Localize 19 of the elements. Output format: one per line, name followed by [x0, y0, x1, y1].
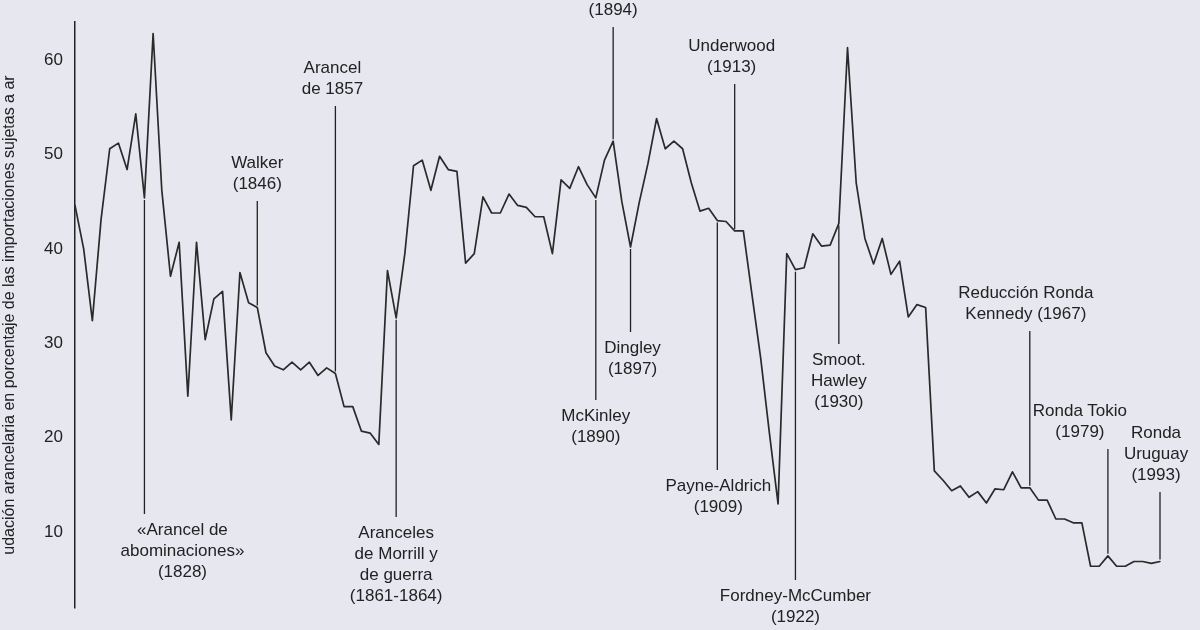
- annotation: «Arancel de abominaciones» (1828): [120, 520, 245, 582]
- annotation: Reducción Ronda Kennedy (1967): [958, 283, 1094, 324]
- y-axis-title: udación arancelaria en porcentaje de las importaciones sujetas a ar: [0, 74, 18, 555]
- y-tick-label: 40: [44, 238, 63, 258]
- y-tick-label: 20: [44, 427, 63, 447]
- y-tick-label: 30: [44, 333, 63, 353]
- annotation: McKinley (1890): [561, 406, 631, 447]
- text: (1894): [588, 0, 638, 20]
- annotation: Smoot. Hawley (1930): [810, 350, 868, 412]
- annotation: Payne-Aldrich (1909): [665, 476, 772, 517]
- annotation: Arancel de 1857: [301, 58, 364, 99]
- annotation: Dingley (1897): [604, 338, 662, 379]
- y-tick-label: 50: [44, 144, 63, 164]
- annotation: Underwood (1913): [688, 36, 776, 77]
- annotation: Fordney-McCumber (1922): [719, 586, 872, 627]
- annotation: Aranceles de Morrill y de guerra (1861-1864): [349, 523, 443, 606]
- annotation: Walker (1846): [231, 153, 284, 194]
- y-tick-label: 10: [44, 521, 63, 541]
- y-tick-label: 60: [44, 49, 63, 69]
